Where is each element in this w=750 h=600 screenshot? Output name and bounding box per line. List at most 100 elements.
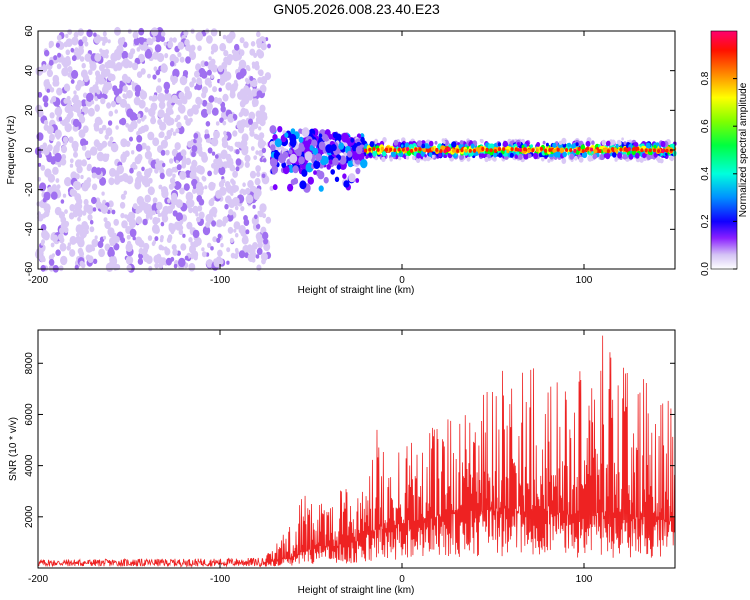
spectrogram-point: [239, 68, 247, 77]
spectrogram-point: [322, 134, 329, 142]
spectrogram-point: [53, 144, 60, 154]
spectrogram-point: [231, 180, 236, 186]
spectrogram-point: [315, 153, 322, 162]
spectrogram-point: [211, 151, 216, 156]
spectrogram-point: [219, 117, 224, 123]
spectrogram-point: [69, 188, 76, 197]
spectrogram-point: [162, 205, 170, 215]
spectrogram-point: [155, 158, 160, 164]
spectrogram-point: [152, 216, 159, 225]
spectrogram-point: [63, 83, 70, 92]
spectrogram-point: [186, 221, 193, 230]
spectrogram-point: [311, 139, 318, 147]
spectrogram-point: [81, 145, 87, 151]
spectrogram-point: [443, 140, 446, 144]
spectrogram-point: [257, 210, 261, 215]
spectrogram-point: [269, 185, 274, 192]
spectrogram-point: [117, 88, 123, 94]
spectrogram-point: [411, 144, 415, 149]
spectrogram-point: [179, 187, 185, 195]
spectrogram-point: [53, 55, 58, 61]
spectrogram-point: [70, 79, 75, 84]
spectrogram-point: [39, 255, 46, 263]
spectrogram-point: [109, 256, 118, 266]
spectrogram-point: [126, 175, 134, 185]
spectrogram-point: [653, 144, 657, 149]
spectrogram-point: [575, 142, 579, 147]
spectrogram-point: [86, 29, 93, 38]
spectrogram-point: [272, 184, 278, 191]
spectrogram-point: [202, 99, 208, 107]
colorbar: 0.0 0.2 0.4 0.6 0.8 Normalized spectral ampl…: [700, 30, 749, 276]
spectrogram-point: [502, 140, 508, 148]
spectrogram-point: [156, 209, 160, 214]
spectrogram-point: [59, 242, 67, 252]
spectrogram-point: [510, 147, 514, 152]
spectrogram-point: [220, 179, 225, 185]
snr-x-tick-label: 0: [399, 574, 405, 585]
spectrogram-point: [211, 107, 219, 116]
spectrogram-point: [216, 219, 223, 228]
spectrogram-point: [39, 182, 47, 192]
spectrogram-point: [210, 207, 218, 216]
spectrogram-point: [196, 195, 203, 203]
spectrogram-point: [227, 226, 234, 234]
spectrogram-point: [489, 148, 493, 153]
spectrogram-point: [122, 93, 127, 99]
spectrogram-point: [73, 31, 79, 38]
spectrogram-point: [569, 153, 575, 160]
spectrogram-point: [439, 149, 443, 154]
spectrogram-point: [129, 136, 133, 142]
spectrogram-point: [191, 145, 198, 153]
spectrogram-point: [239, 49, 245, 57]
spectrogram-point: [287, 183, 294, 192]
spectrogram-point: [253, 192, 260, 200]
spectrogram-point: [248, 118, 253, 125]
spectrogram-point: [225, 82, 232, 91]
spectrogram-point: [99, 48, 103, 53]
spectrogram-point: [78, 250, 85, 258]
spectrogram-point: [43, 191, 51, 201]
spectrogram-point: [244, 157, 249, 162]
spectrogram-point: [261, 147, 267, 154]
spectrogram-point: [158, 184, 163, 190]
spectrogram-point: [232, 114, 237, 119]
spectrogram-point: [58, 265, 64, 272]
spectrogram-point: [561, 137, 567, 145]
spectrogram-plot: -200 -100 0 100 60 40 20 0 -20 -40 -60 Height of s…: [6, 25, 677, 296]
spectrogram-point: [71, 140, 79, 150]
spectrogram-point: [601, 139, 606, 146]
spectrogram-point: [47, 173, 56, 183]
spectrogram-point: [136, 118, 142, 124]
spectrogram-point: [480, 139, 484, 144]
spectrogram-point: [232, 130, 238, 137]
spectrogram-point: [46, 69, 54, 78]
spectrogram-point: [205, 121, 211, 127]
spectrogram-point: [242, 182, 246, 187]
spectrogram-point: [154, 236, 159, 242]
spectrogram-point: [55, 178, 60, 183]
spectrogram-point: [357, 152, 365, 161]
spectrogram-point: [97, 75, 105, 85]
spectrogram-point: [86, 165, 92, 172]
spectrogram-point: [527, 153, 532, 159]
spectrogram-x-label: Height of straight line (km): [298, 285, 415, 296]
spectrogram-point: [240, 188, 245, 193]
spectrogram-point: [201, 175, 206, 181]
spectrogram-point: [523, 153, 529, 160]
spectrogram-point: [64, 177, 72, 187]
spectrogram-point: [541, 156, 545, 162]
spectrogram-point: [95, 167, 102, 176]
spectrogram-point: [665, 148, 669, 153]
spectrogram-point: [164, 247, 171, 256]
spectrogram-point: [447, 147, 451, 152]
spectrogram-point: [168, 234, 173, 240]
spectrogram-point: [192, 229, 200, 239]
spectrogram-point: [381, 156, 386, 162]
spectrogram-point: [159, 172, 165, 180]
snr-plot: -200 -100 0 100 2000 4000 6000 8000 Height of s…: [8, 329, 676, 596]
spectrogram-point: [223, 130, 227, 136]
spectrogram-point: [104, 134, 109, 140]
spectrogram-point: [282, 165, 290, 175]
spectrogram-point: [62, 136, 69, 143]
